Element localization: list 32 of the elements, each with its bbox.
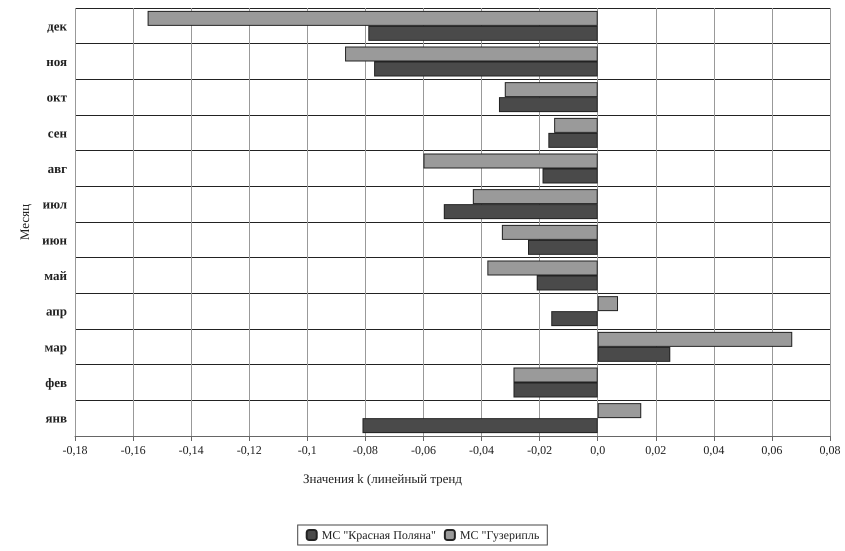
y-tick-label: сен <box>48 125 68 140</box>
y-tick-label: апр <box>46 304 67 319</box>
x-tick-label: -0,14 <box>178 443 204 457</box>
y-tick-label: авг <box>48 161 68 176</box>
y-tick-label: июн <box>42 232 68 248</box>
bar <box>551 311 598 326</box>
y-tick-label: янв <box>45 410 67 426</box>
x-tick-label: -0,18 <box>62 443 88 457</box>
x-tick-label: 0,0 <box>590 443 606 457</box>
y-tick-label: май <box>44 268 68 283</box>
y-tick-label: фев <box>45 375 67 390</box>
x-tick-label: 0,08 <box>820 443 840 457</box>
y-tick-label: июл <box>42 196 67 212</box>
x-tick-label: -0,08 <box>352 443 378 457</box>
x-tick-label: -0,16 <box>120 443 146 457</box>
y-tick-label: дек <box>47 18 68 34</box>
y-axis-title: Месяц <box>17 204 32 240</box>
x-tick-label: -0,1 <box>298 443 317 457</box>
x-tick-label: 0,06 <box>761 443 782 457</box>
y-tick-label: окт <box>46 90 68 105</box>
x-tick-label: -0,02 <box>527 443 552 457</box>
x-tick-label: -0,06 <box>410 443 436 457</box>
legend-label: МС "Красная Поляна" <box>322 528 436 542</box>
x-tick-label: 0,02 <box>645 443 666 457</box>
x-axis-title: Значения k (линейный тренд <box>303 471 462 486</box>
x-tick-label: -0,12 <box>236 443 262 457</box>
x-tick-label: 0,04 <box>703 443 724 457</box>
x-tick-label: -0,04 <box>469 443 494 457</box>
y-tick-label: ноя <box>46 54 67 69</box>
legend-label: МС "Гузерипль <box>460 528 540 542</box>
y-tick-label: мар <box>44 339 67 354</box>
bar <box>362 418 598 434</box>
